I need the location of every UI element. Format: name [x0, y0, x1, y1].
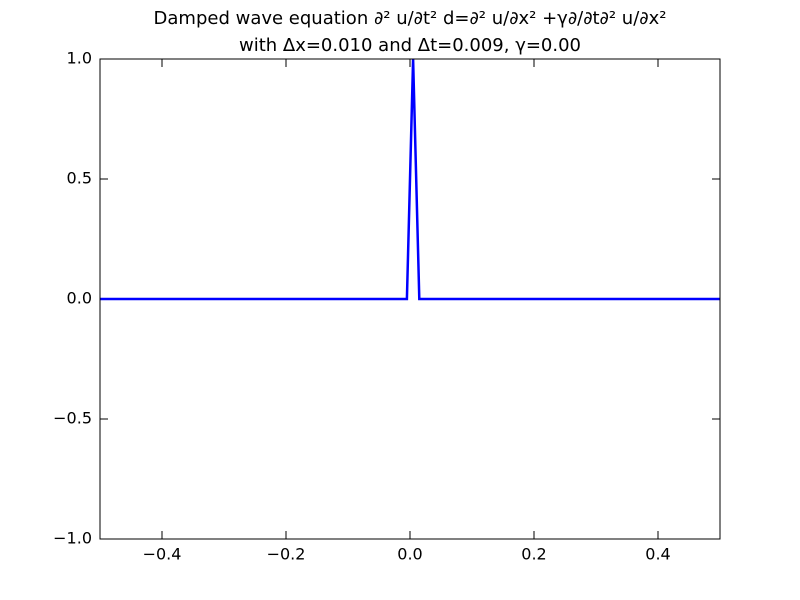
- chart-subtitle: with Δx=0.010 and Δt=0.009, γ=0.00: [239, 35, 581, 56]
- x-tick-label: −0.4: [143, 545, 182, 564]
- y-tick-label: −1.0: [53, 529, 92, 548]
- x-tick-label: 0.2: [521, 545, 546, 564]
- y-tick-label: −0.5: [53, 409, 92, 428]
- y-tick-label: 1.0: [67, 49, 92, 68]
- y-tick-label: 0.5: [67, 169, 92, 188]
- chart-title: Damped wave equation ∂² u/∂t² d=∂² u/∂x²…: [154, 8, 667, 29]
- x-tick-label: 0.0: [397, 545, 422, 564]
- x-tick-label: −0.2: [267, 545, 306, 564]
- y-tick-label: 0.0: [67, 289, 92, 308]
- x-tick-label: 0.4: [645, 545, 670, 564]
- plot-frame: [99, 58, 721, 540]
